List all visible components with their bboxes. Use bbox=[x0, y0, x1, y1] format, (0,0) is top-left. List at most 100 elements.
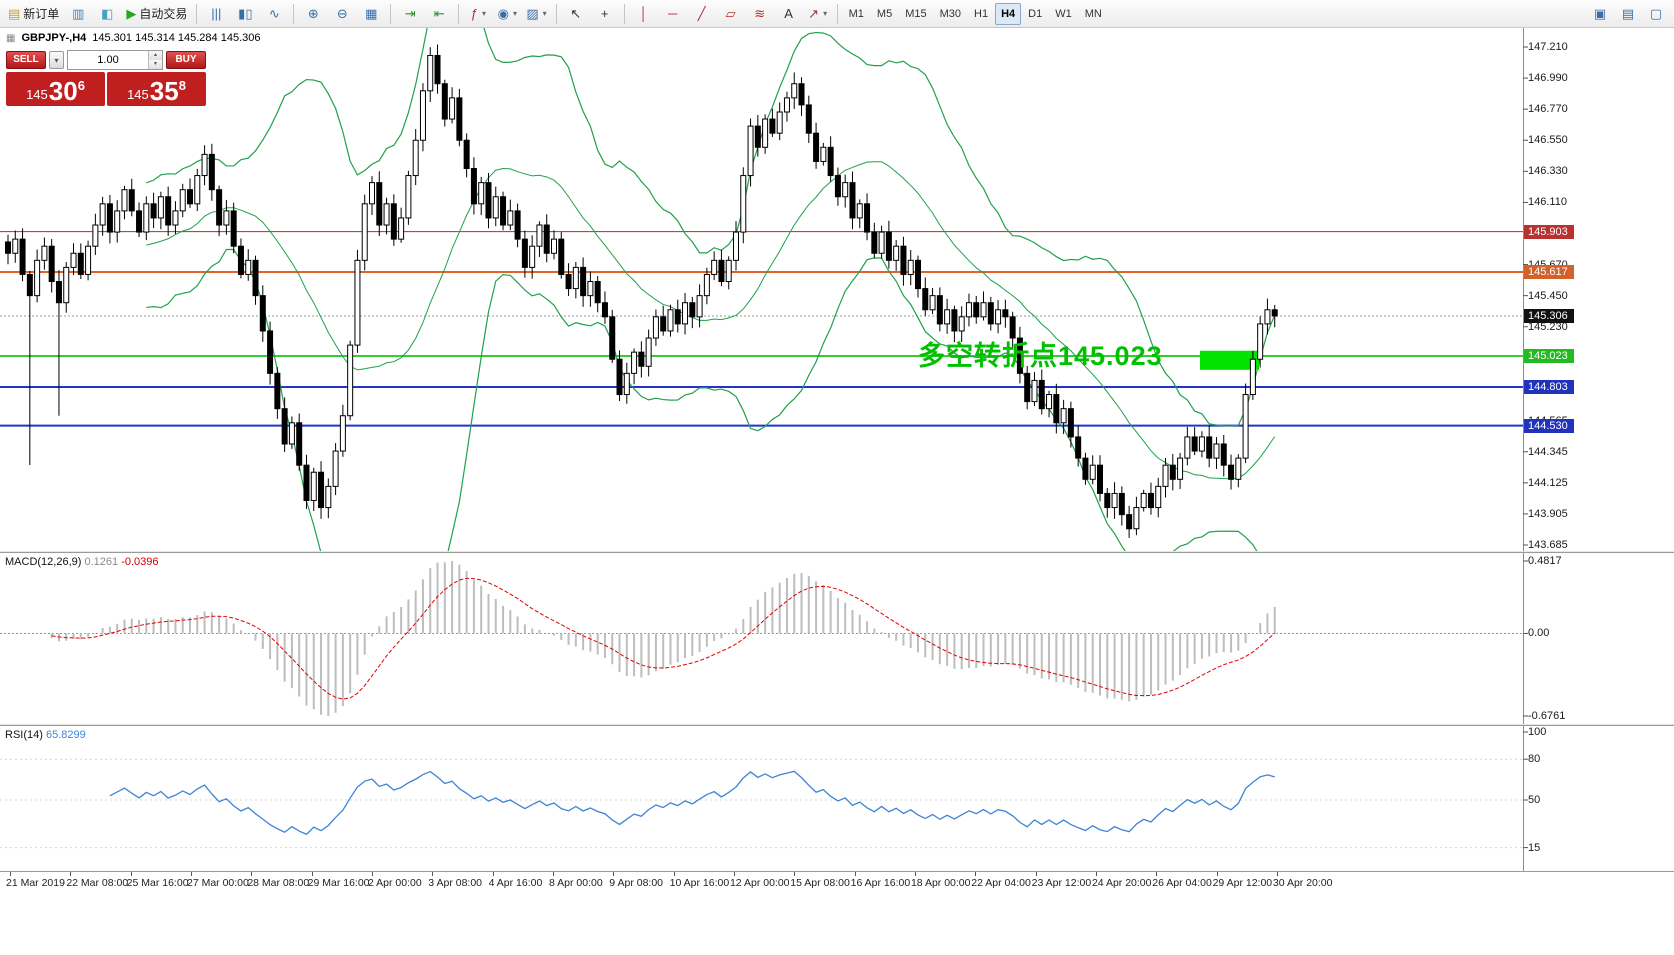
time-tick bbox=[311, 872, 313, 876]
bar-chart-icon: ||| bbox=[211, 6, 222, 21]
text-icon: A bbox=[784, 6, 793, 21]
rsi-chart[interactable] bbox=[0, 726, 1674, 871]
volume-decrease-button[interactable]: ▾ bbox=[149, 60, 162, 69]
text-button[interactable]: A bbox=[775, 2, 803, 26]
rsi-panel[interactable]: RSI(14) 65.8299 100 80 50 15 bbox=[0, 726, 1674, 871]
time-axis[interactable]: 21 Mar 2019 22 Mar 08:00 25 Mar 16:00 27 Ma… bbox=[0, 871, 1674, 891]
timeframe-d1-button[interactable]: D1 bbox=[1028, 7, 1043, 20]
horizontal-line-button[interactable]: ─ bbox=[659, 2, 687, 26]
auto-scroll-button[interactable]: ⇥ bbox=[396, 2, 424, 26]
toolbar-separator bbox=[836, 3, 838, 24]
volume-increase-button[interactable]: ▴ bbox=[149, 51, 162, 60]
vertical-line-button[interactable]: │ bbox=[630, 2, 658, 26]
new-chart-button[interactable]: ▣ bbox=[1586, 2, 1614, 26]
trendline-icon: ╱ bbox=[697, 6, 706, 21]
order-type-dropdown[interactable]: ▾ bbox=[49, 51, 64, 69]
pivot-annotation-text: 多空转折点145.023 bbox=[918, 341, 1163, 371]
time-label: 3 Apr 08:00 bbox=[428, 877, 483, 889]
profiles-button[interactable]: ▤ bbox=[1614, 2, 1642, 26]
time-tick bbox=[371, 872, 373, 876]
cursor-button[interactable]: ↖ bbox=[562, 2, 590, 26]
indicators-button[interactable]: ƒ ▾ bbox=[464, 2, 492, 26]
time-label: 24 Apr 20:00 bbox=[1091, 877, 1152, 889]
templates-button[interactable]: ▨ ▾ bbox=[522, 2, 550, 26]
channel-button[interactable]: ▱ bbox=[717, 2, 745, 26]
timeframe-m30-button[interactable]: M30 bbox=[939, 7, 962, 20]
candlestick-chart[interactable] bbox=[0, 28, 1674, 551]
chevron-down-icon: ▾ bbox=[823, 9, 828, 18]
panel-separator[interactable] bbox=[0, 724, 1674, 726]
time-label: 22 Apr 04:00 bbox=[971, 877, 1031, 889]
fullscreen-icon: ▢ bbox=[1649, 6, 1663, 21]
buy-button[interactable]: BUY bbox=[166, 51, 206, 69]
line-chart-button[interactable]: ∿ bbox=[260, 2, 288, 26]
crosshair-button[interactable]: + bbox=[591, 2, 619, 26]
timeframe-w1-button[interactable]: W1 bbox=[1055, 7, 1072, 20]
new-order-button[interactable]: ▤ 新订单 bbox=[4, 2, 63, 26]
timeframe-h4-button[interactable]: H4 bbox=[995, 2, 1022, 25]
time-label: 21 Mar 2019 bbox=[6, 877, 65, 889]
timeframe-m15-button[interactable]: M15 bbox=[905, 7, 927, 20]
panel-separator[interactable] bbox=[0, 551, 1674, 553]
timeframe-h1-button[interactable]: H1 bbox=[974, 7, 989, 20]
new-chart-icon: ▣ bbox=[1593, 6, 1607, 21]
time-label: 29 Mar 16:00 bbox=[307, 877, 370, 889]
macd-label: MACD(12,26,9) 0.1261 -0.0396 bbox=[5, 556, 159, 568]
time-tick bbox=[1035, 872, 1037, 876]
time-label: 9 Apr 08:00 bbox=[609, 877, 664, 889]
macd-main-value: 0.1261 bbox=[84, 556, 119, 568]
horizontal-line-icon: ─ bbox=[668, 6, 678, 21]
crosshair-icon: + bbox=[600, 6, 609, 21]
fibonacci-button[interactable]: ≋ bbox=[746, 2, 774, 26]
time-tick bbox=[794, 872, 796, 876]
volume-input[interactable] bbox=[68, 51, 148, 69]
chart-window-icon: ▦ bbox=[6, 32, 16, 44]
time-tick bbox=[190, 872, 192, 876]
fullscreen-button[interactable]: ▢ bbox=[1642, 2, 1670, 26]
timeframe-mn-button[interactable]: MN bbox=[1084, 7, 1102, 20]
periods-button[interactable]: ◉ ▾ bbox=[493, 2, 521, 26]
templates-icon: ▨ bbox=[526, 6, 539, 21]
time-tick bbox=[432, 872, 434, 876]
zoom-in-button[interactable]: ⊕ bbox=[299, 2, 327, 26]
timeframe-m1-button[interactable]: M1 bbox=[848, 7, 864, 20]
macd-chart[interactable] bbox=[0, 553, 1674, 724]
chart-shift-button[interactable]: ⇤ bbox=[425, 2, 453, 26]
market-watch-button[interactable]: ▥ bbox=[64, 2, 92, 26]
sell-button[interactable]: SELL bbox=[6, 51, 46, 69]
time-label: 12 Apr 00:00 bbox=[729, 877, 790, 889]
macd-panel[interactable]: MACD(12,26,9) 0.1261 -0.0396 0.4817 0.00-… bbox=[0, 553, 1674, 724]
vertical-line-icon: │ bbox=[639, 6, 648, 21]
navigator-button[interactable]: ◧ bbox=[93, 2, 121, 26]
time-label: 22 Mar 08:00 bbox=[66, 877, 129, 889]
zoom-out-button[interactable]: ⊖ bbox=[328, 2, 356, 26]
one-click-trading-panel: SELL ▾ ▴ ▾ BUY 145 306 145 358 bbox=[4, 48, 208, 108]
sell-price-display[interactable]: 145 30 6 bbox=[6, 72, 105, 106]
rsi-label: RSI(14) 65.8299 bbox=[5, 729, 86, 741]
time-tick bbox=[552, 872, 554, 876]
autotrading-button[interactable]: ▶ 自动交易 bbox=[122, 2, 191, 26]
time-label: 25 Mar 16:00 bbox=[126, 877, 189, 889]
candlestick-chart-button[interactable]: ▮▯ bbox=[231, 2, 259, 26]
chevron-down-icon: ▾ bbox=[542, 9, 547, 18]
trendline-button[interactable]: ╱ bbox=[688, 2, 716, 26]
toolbar-separator bbox=[555, 3, 557, 24]
autotrading-icon: ▶ bbox=[126, 6, 137, 21]
time-tick bbox=[613, 872, 615, 876]
indicators-icon: ƒ bbox=[470, 6, 478, 21]
arrows-button[interactable]: ↗ ▾ bbox=[804, 2, 832, 26]
arrow-objects-icon: ↗ bbox=[808, 6, 820, 21]
time-tick bbox=[492, 872, 494, 876]
line-chart-icon: ∿ bbox=[268, 6, 280, 21]
toolbar-separator bbox=[623, 3, 625, 24]
price-chart-panel[interactable]: ▦ GBPJPY-,H4 145.301 145.314 145.284 145… bbox=[0, 28, 1674, 551]
candlestick-chart-icon: ▮▯ bbox=[238, 6, 253, 21]
time-tick bbox=[673, 872, 675, 876]
buy-price-display[interactable]: 145 35 8 bbox=[107, 72, 206, 106]
bar-chart-button[interactable]: ||| bbox=[202, 2, 230, 26]
timeframe-m5-button[interactable]: M5 bbox=[876, 7, 893, 20]
new-order-button-label: 新订单 bbox=[23, 7, 60, 21]
toolbar-separator bbox=[196, 3, 198, 24]
toolbar-separator bbox=[458, 3, 460, 24]
tile-windows-button[interactable]: ▦ bbox=[357, 2, 385, 26]
